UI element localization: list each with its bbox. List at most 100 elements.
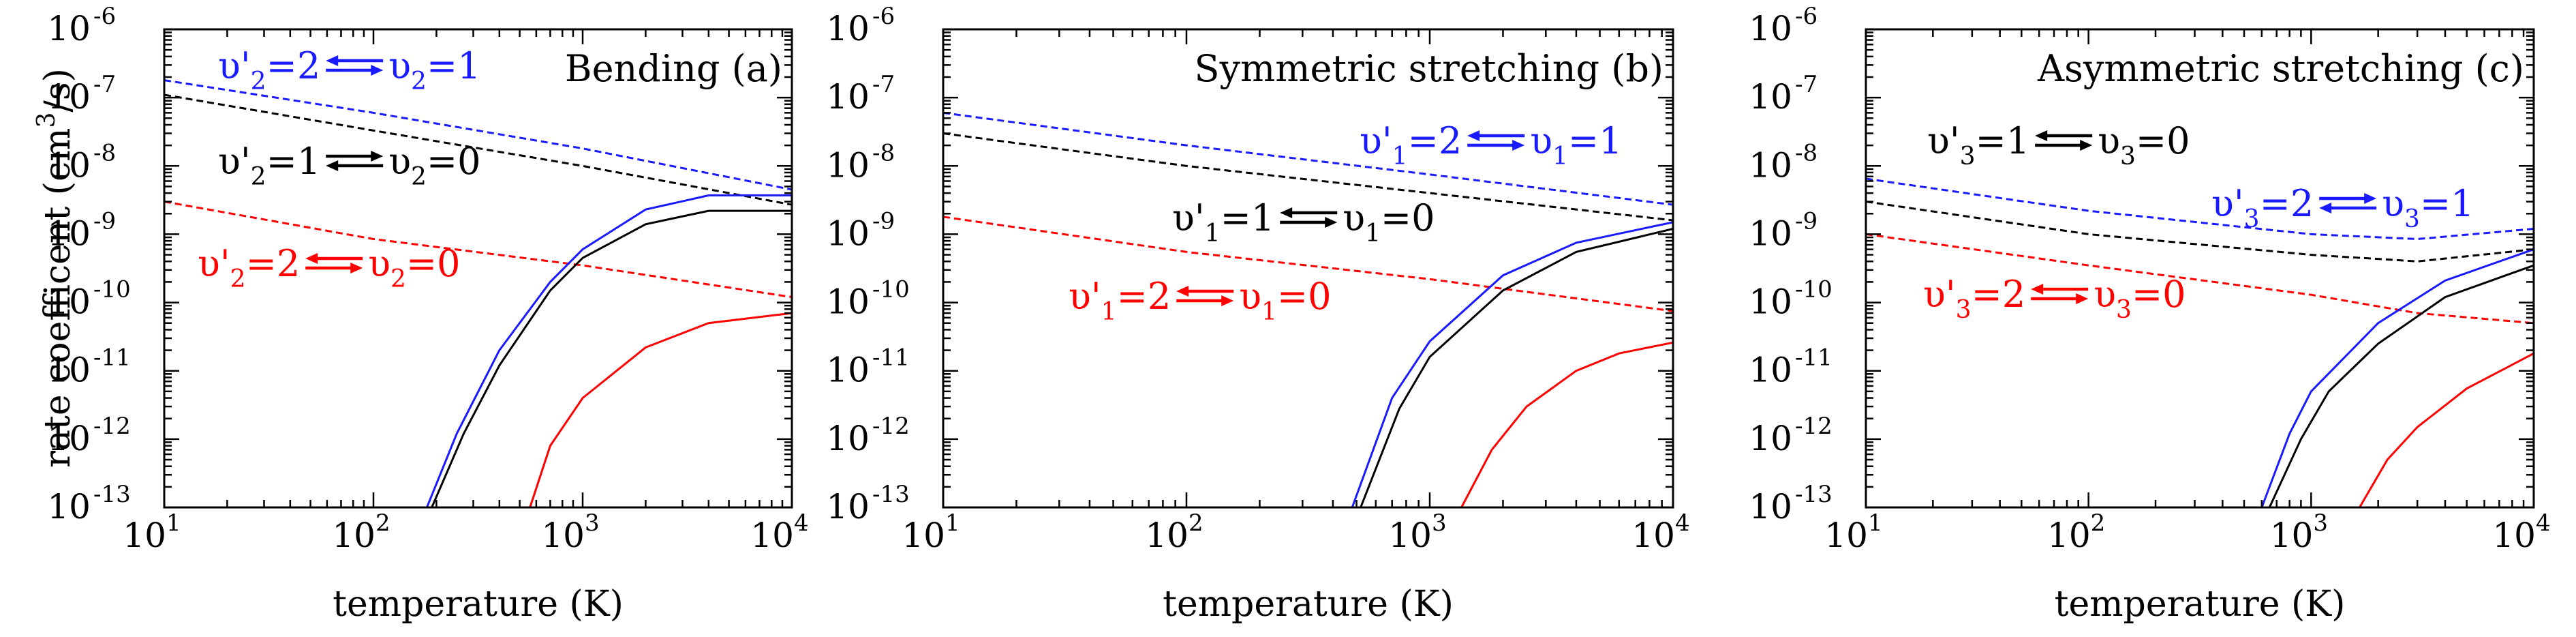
- y-tick-exp: -10: [872, 276, 910, 303]
- y-tick-label: 10: [47, 9, 91, 48]
- y-tick-exp: -9: [1795, 207, 1818, 235]
- y-tick-exp: -11: [93, 344, 131, 372]
- series-red-solid: [2359, 352, 2534, 507]
- transition-label-red: υ'1=2: [1069, 275, 1171, 326]
- series-black-solid: [431, 209, 792, 507]
- transition-label-lower-blue: υ1=1: [1530, 119, 1622, 171]
- transition-label-blue: υ'1=2: [1360, 119, 1462, 171]
- y-tick-exp: -11: [872, 344, 910, 372]
- transition-label-black: υ'2=1: [218, 140, 320, 191]
- panel-b: 101 102 103 10410-1310-1210-1110-1010-910-8…: [826, 3, 1689, 625]
- transition-label-blue: υ'3=2: [2211, 182, 2314, 233]
- transition-label-lower-red: υ1=0: [1239, 275, 1331, 326]
- x-tick-label: 102: [2047, 509, 2105, 555]
- y-tick-label: 10: [826, 213, 870, 253]
- y-tick-exp: -12: [872, 413, 910, 440]
- y-tick-exp: -6: [93, 3, 116, 30]
- series-red-solid: [529, 312, 792, 507]
- y-tick-label: 10: [47, 77, 91, 117]
- y-tick-label: 10: [1749, 419, 1792, 458]
- y-tick-exp: -13: [93, 481, 131, 508]
- y-tick-label: 10: [826, 419, 870, 458]
- series-blue-solid: [426, 194, 792, 507]
- panel-a: 101 102 103 10410-1310-1210-1110-1010-910-8…: [47, 3, 808, 625]
- y-tick-exp: -6: [872, 3, 895, 30]
- y-tick-exp: -11: [1795, 344, 1833, 372]
- x-tick-label: 102: [1145, 509, 1203, 555]
- y-tick-label: 10: [826, 487, 870, 527]
- y-tick-exp: -12: [1795, 413, 1833, 440]
- transition-label-lower-red: υ3=0: [2094, 273, 2186, 324]
- x-tick-label: 101: [1824, 509, 1882, 555]
- series-group: [164, 79, 792, 507]
- series-blue-dashed: [164, 79, 792, 191]
- transition-label-lower-blue: υ3=1: [2382, 182, 2474, 233]
- double-arrow-icon: [326, 55, 384, 76]
- transition-label-red: υ'2=2: [198, 242, 300, 293]
- y-axis-label: rate coefficent (cm3/s): [33, 68, 78, 468]
- double-arrow-icon: [2031, 284, 2089, 304]
- y-tick-label: 10: [826, 77, 870, 117]
- transition-label-black: υ'3=1: [1927, 119, 2029, 171]
- y-tick-exp: -7: [93, 71, 116, 98]
- double-arrow-icon: [305, 253, 363, 273]
- y-tick-label: 10: [47, 145, 91, 185]
- y-tick-label: 10: [47, 282, 91, 322]
- y-tick-exp: -8: [93, 139, 116, 166]
- y-tick-exp: -6: [1795, 3, 1818, 30]
- transition-label-blue: υ'2=2: [218, 44, 320, 95]
- x-tick-label: 101: [902, 509, 960, 555]
- double-arrow-icon: [326, 151, 384, 171]
- series-black-dashed: [1866, 201, 2534, 263]
- x-axis-label: temperature (K): [333, 584, 624, 625]
- series-black-solid: [2268, 264, 2534, 507]
- y-tick-exp: -10: [93, 276, 131, 303]
- x-tick-label: 103: [2270, 509, 2328, 555]
- y-tick-label: 10: [1749, 213, 1792, 253]
- y-tick-label: 10: [1749, 9, 1792, 48]
- panel-title: Bending (a): [565, 47, 782, 90]
- y-tick-label: 10: [47, 487, 91, 527]
- plot-frame: [942, 28, 1674, 509]
- y-tick-label: 10: [826, 351, 870, 390]
- series-red-dashed: [943, 216, 1673, 312]
- y-tick-label: 10: [826, 9, 870, 48]
- plot-frame: [1865, 28, 2535, 509]
- y-tick-exp: -8: [872, 139, 895, 166]
- double-arrow-icon: [2035, 130, 2093, 151]
- series-blue-dashed: [1866, 177, 2534, 241]
- y-tick-label: 10: [1749, 487, 1792, 527]
- double-arrow-icon: [1467, 130, 1525, 151]
- y-tick-exp: -12: [93, 413, 131, 440]
- y-tick-exp: -7: [1795, 71, 1818, 98]
- double-arrow-icon: [1280, 207, 1338, 228]
- y-tick-label: 10: [1749, 145, 1792, 185]
- series-black-dashed: [943, 132, 1673, 222]
- y-tick-label: 10: [47, 351, 91, 390]
- double-arrow-icon: [1176, 286, 1234, 306]
- y-tick-label: 10: [826, 282, 870, 322]
- series-group: [1866, 177, 2534, 507]
- y-tick-exp: -9: [93, 207, 116, 235]
- plot-frame: [163, 28, 793, 509]
- panel-title: Symmetric stretching (b): [1195, 47, 1663, 90]
- x-tick-label: 103: [541, 509, 599, 555]
- series-red-dashed: [1866, 233, 2534, 325]
- transition-label-black: υ'1=1: [1172, 196, 1274, 248]
- series-red-solid: [1460, 341, 1673, 507]
- x-axis-label: temperature (K): [2055, 584, 2346, 625]
- series-blue-solid: [1351, 221, 1673, 507]
- series-group: [943, 111, 1673, 507]
- y-tick-exp: -8: [1795, 139, 1818, 166]
- transition-label-lower-black: υ3=0: [2098, 119, 2190, 171]
- series-red-dashed: [164, 201, 792, 299]
- x-tick-label: 104: [750, 509, 808, 555]
- y-tick-label: 10: [1749, 351, 1792, 390]
- x-tick-label: 102: [332, 509, 390, 555]
- panel-title: Asymmetric stretching (c): [2037, 47, 2524, 90]
- x-tick-label: 101: [123, 509, 181, 555]
- series-black-dashed: [164, 93, 792, 206]
- y-tick-exp: -10: [1795, 276, 1833, 303]
- y-tick-label: 10: [1749, 77, 1792, 117]
